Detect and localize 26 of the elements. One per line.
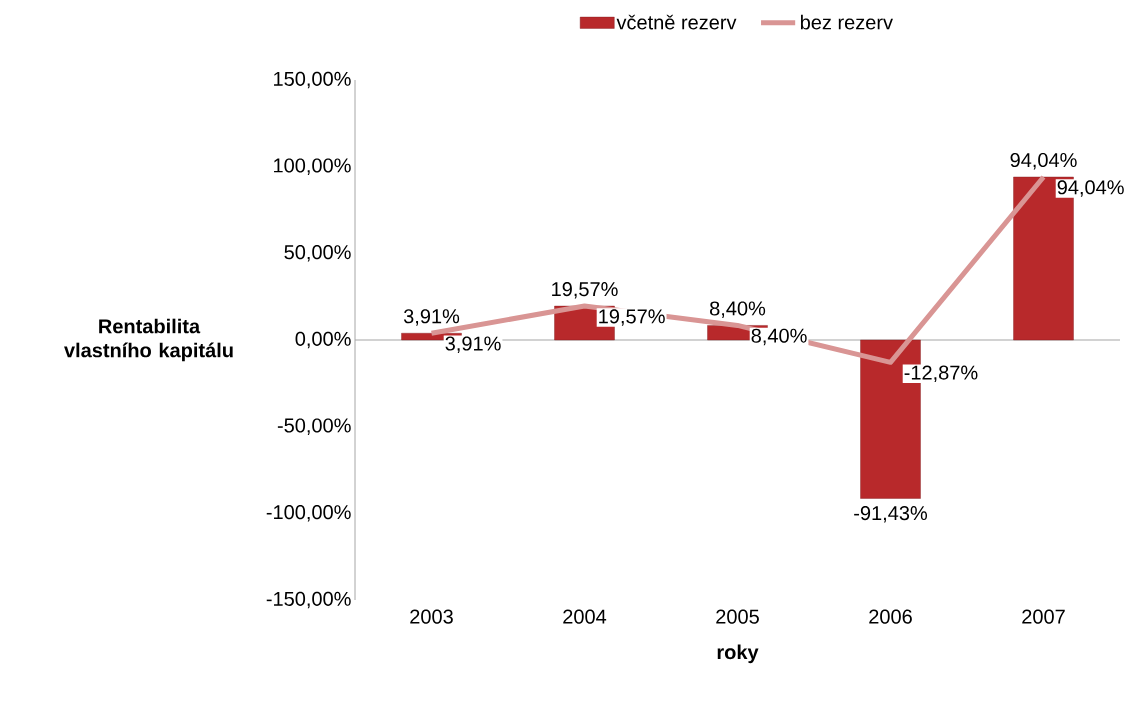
y-tick-label: -100,00% [266, 505, 351, 522]
y-tick-label: -150,00% [266, 591, 351, 609]
x-tick-label: 2007 [1022, 609, 1065, 624]
x-tick-label: 2005 [716, 609, 759, 624]
y-axis-title: Rentabilita vlastního kapitálu [64, 318, 233, 362]
y-tick-label: -50,00% [277, 418, 351, 435]
legend-label: včetně rezerv [616, 14, 737, 30]
data-label: -12,87% [904, 365, 978, 383]
data-label: 94,04% [1010, 152, 1077, 170]
y-tick-label: 150,00% [274, 71, 351, 89]
data-label: 19,57% [599, 309, 665, 326]
x-tick-label: 2004 [563, 609, 607, 624]
y-tick-label: 0,00% [295, 331, 351, 349]
data-label: 94,04% [1057, 180, 1124, 197]
x-tick-label: 2006 [869, 609, 912, 624]
legend-label: bez rezerv [800, 14, 893, 30]
data-label: 3,91% [403, 309, 460, 326]
data-label: -91,43% [854, 506, 928, 523]
x-axis-title: roky [717, 644, 759, 664]
data-label: 3,91% [445, 336, 501, 353]
data-label: 19,57% [552, 282, 618, 299]
data-label: 8,40% [751, 328, 807, 346]
y-tick-label: 100,00% [274, 158, 351, 175]
y-tick-label: 50,00% [284, 245, 351, 262]
x-tick-label: 2003 [410, 609, 453, 624]
data-label: 8,40% [710, 301, 766, 318]
